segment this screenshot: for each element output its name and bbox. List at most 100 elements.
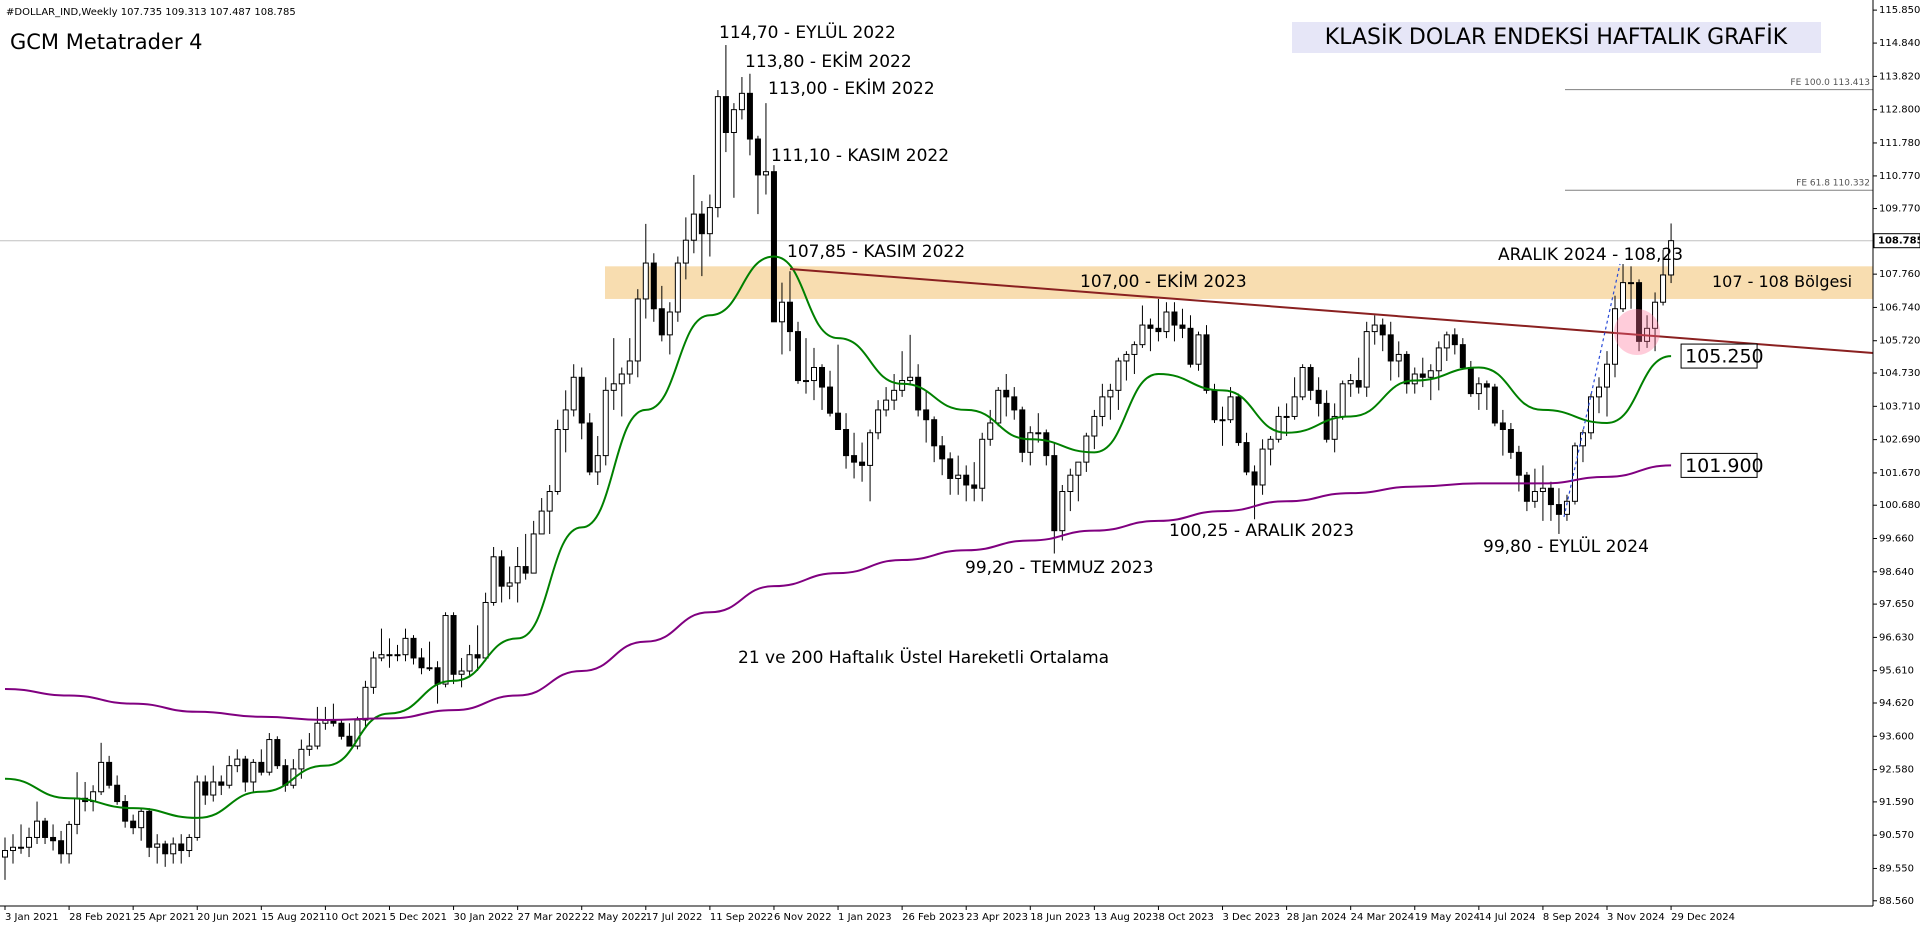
candle-body — [1531, 491, 1538, 502]
x-tick-label: 13 Aug 2023 — [1094, 912, 1158, 923]
candle-body — [955, 474, 962, 479]
candle-body — [482, 601, 489, 659]
x-tick-label: 26 Feb 2023 — [902, 912, 964, 923]
candle-body — [106, 761, 113, 786]
candle-body — [1059, 491, 1066, 532]
candle-body — [498, 556, 505, 587]
candle-body — [1227, 396, 1234, 421]
candle-body — [522, 566, 529, 574]
candle-body — [738, 92, 745, 111]
candle-body — [1315, 389, 1322, 404]
candle-body — [1179, 324, 1186, 329]
candle-body — [1147, 324, 1154, 329]
candle-body — [1195, 334, 1202, 365]
plot — [2, 45, 1675, 880]
candle-body — [474, 654, 481, 659]
annotation: 113,00 - EKİM 2022 — [768, 78, 935, 99]
candle-body — [1604, 363, 1610, 388]
y-tick-label: 102.690 — [1879, 435, 1920, 446]
x-tick-label: 3 Dec 2023 — [1223, 912, 1281, 923]
candle-body — [490, 556, 497, 603]
candle-body — [1163, 311, 1170, 333]
candle-body — [1475, 383, 1482, 395]
y-tick-label: 115.850 — [1879, 5, 1920, 16]
candle-body — [883, 399, 890, 411]
candle-body — [314, 722, 321, 747]
candle-body — [562, 409, 569, 431]
highlight-circle — [1614, 309, 1660, 355]
candle-body — [698, 213, 705, 235]
candle-body — [514, 566, 521, 584]
y-tick-label: 97.650 — [1879, 599, 1914, 610]
ema-label: 101.900 — [1685, 455, 1764, 477]
y-tick-label: 90.570 — [1879, 830, 1914, 841]
x-tick-label: 5 Dec 2021 — [389, 912, 447, 923]
candle-body — [730, 109, 737, 134]
y-tick-label: 109.770 — [1879, 204, 1920, 215]
candle-body — [1251, 471, 1258, 486]
high: 109.313 — [165, 7, 206, 18]
candle-body — [1660, 274, 1667, 303]
candle-body — [466, 654, 473, 672]
candle-body — [1187, 327, 1194, 365]
candle-body — [1491, 386, 1498, 424]
candle-body — [1347, 380, 1354, 385]
chart-title: KLASİK DOLAR ENDEKSİ HAFTALIK GRAFİK — [1325, 24, 1788, 50]
candle-body — [794, 331, 801, 382]
x-tick-label: 20 Jun 2021 — [197, 912, 257, 923]
symbol: #DOLLAR_IND,Weekly — [6, 7, 118, 18]
candle-body — [66, 823, 73, 855]
candle-body — [786, 301, 793, 333]
annotation: 114,70 - EYLÜL 2022 — [719, 21, 896, 43]
fib-label: FE 61.8 110.332 — [1796, 179, 1870, 189]
candle-body — [1219, 419, 1226, 422]
candle-body — [202, 781, 209, 796]
ema-line — [4, 255, 1672, 819]
candle-body — [1275, 415, 1282, 440]
candle-body — [602, 389, 609, 457]
candle-body — [714, 96, 721, 209]
candle-body — [690, 213, 697, 241]
y-tick-label: 96.630 — [1879, 632, 1914, 643]
ema-label-box — [1680, 452, 1758, 478]
x-tick-label: 17 Jul 2022 — [646, 912, 703, 923]
candle-body — [266, 739, 273, 773]
candle-body — [939, 445, 946, 460]
candle-body — [867, 432, 874, 466]
y-tick-label: 113.820 — [1879, 71, 1920, 82]
candle-body — [610, 383, 617, 391]
candle-body — [170, 843, 177, 855]
y-tick-label: 88.560 — [1879, 896, 1914, 907]
candle-body — [626, 360, 633, 375]
candle-body — [778, 301, 785, 323]
candle-body — [1467, 366, 1474, 395]
trend-line — [789, 268, 1874, 354]
y-tick-label: 110.770 — [1879, 171, 1920, 182]
candle-body — [210, 781, 217, 796]
y-tick-label: 92.580 — [1879, 765, 1914, 776]
candle-body — [1523, 474, 1530, 502]
candle-body — [1668, 240, 1675, 276]
candle-body — [42, 820, 49, 838]
candle-body — [298, 748, 305, 770]
candle-body — [538, 510, 545, 535]
candle-body — [1339, 383, 1346, 417]
zone-label: 107 - 108 Bölgesi — [1712, 272, 1852, 291]
y-tick-label: 105.720 — [1879, 336, 1920, 347]
x-tick-label: 14 Jul 2024 — [1479, 912, 1536, 923]
candle-body — [1259, 448, 1266, 486]
candle-body — [1419, 373, 1426, 378]
candle-body — [1171, 311, 1178, 326]
candle-body — [1019, 409, 1026, 453]
candle-body — [1035, 432, 1042, 435]
candle-body — [618, 373, 625, 385]
x-tick-label: 11 Sep 2022 — [710, 912, 773, 923]
x-tick-label: 29 Dec 2024 — [1671, 912, 1735, 923]
x-tick-label: 8 Oct 2023 — [1158, 912, 1213, 923]
candle-body — [378, 654, 385, 659]
candle-body — [1155, 327, 1162, 333]
candle-body — [1628, 282, 1635, 285]
y-tick-label: 104.730 — [1879, 368, 1920, 379]
